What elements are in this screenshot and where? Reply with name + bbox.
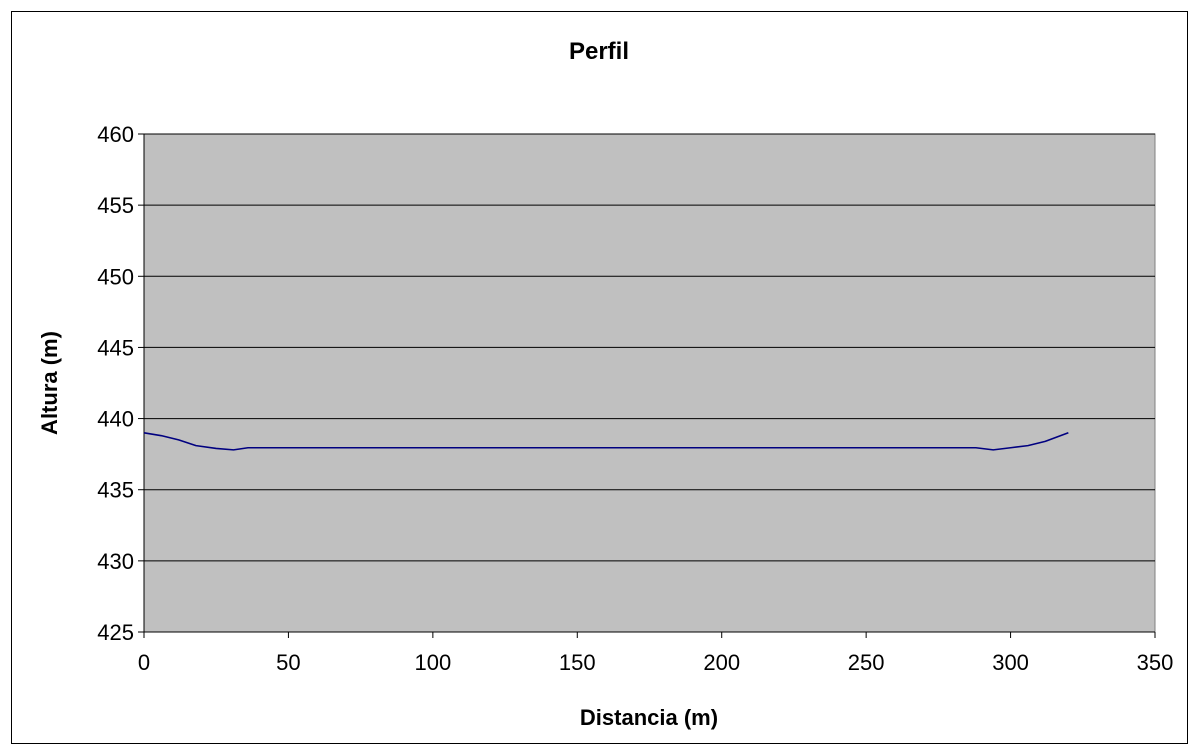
x-tick-label-250: 250: [848, 650, 885, 675]
axes-layer: [143, 134, 1155, 633]
series-layer: [143, 432, 1069, 451]
y-tick-label-460: 460: [97, 122, 134, 147]
y-axis-title: Altura (m): [37, 331, 62, 435]
x-tick-label-50: 50: [276, 650, 300, 675]
x-tick-label-350: 350: [1137, 650, 1174, 675]
y-tick-label-430: 430: [97, 549, 134, 574]
chart-title: Perfil: [569, 38, 629, 65]
y-tick-label-455: 455: [97, 193, 134, 218]
chart-svg: Perfil 425 430 435 440 445 450 455 460 0 50 100 150…: [37, 38, 1173, 730]
y-tick-label-425: 425: [97, 620, 134, 645]
ticks-layer: 425 430 435 440 445 450 455 460 0 50 100 150 200 250 3…: [97, 122, 1173, 675]
x-tick-label-300: 300: [992, 650, 1029, 675]
y-tick-label-445: 445: [97, 335, 134, 360]
plot-area: [143, 133, 1156, 633]
grid-layer: [144, 133, 1155, 562]
x-tick-label-150: 150: [559, 650, 596, 675]
y-tick-label-435: 435: [97, 478, 134, 503]
x-tick-label-100: 100: [414, 650, 451, 675]
series-line-0: [143, 432, 1069, 451]
x-tick-label-0: 0: [138, 650, 150, 675]
x-axis-title: Distancia (m): [580, 705, 718, 730]
y-tick-label-450: 450: [97, 264, 134, 289]
chart-frame: Perfil 425 430 435 440 445 450 455 460 0 50 100 150…: [11, 11, 1188, 744]
y-tick-label-440: 440: [97, 407, 134, 432]
x-tick-label-200: 200: [703, 650, 740, 675]
